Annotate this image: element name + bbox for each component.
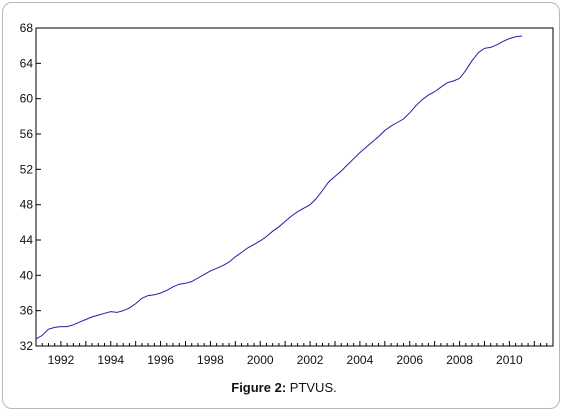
x-tick-label: 1996	[147, 353, 174, 367]
y-tick-label: 32	[20, 339, 34, 353]
plot-area	[35, 27, 554, 347]
series-line	[35, 35, 522, 340]
y-tick-label: 56	[20, 127, 34, 141]
figure-caption: Figure 2: PTVUS.	[0, 380, 568, 395]
x-tick-label: 1998	[197, 353, 224, 367]
y-tick-label: 52	[20, 162, 34, 176]
caption-text: PTVUS.	[286, 380, 337, 395]
x-tick-label: 1994	[97, 353, 124, 367]
figure-frame	[2, 2, 560, 409]
y-tick-label: 40	[20, 268, 34, 282]
y-tick-label: 36	[20, 304, 34, 318]
x-tick-label: 2006	[396, 353, 423, 367]
x-axis-ticks: 1992 1994 1996 1998 2000 2002 2004 2006 2008 2010	[35, 341, 554, 367]
x-tick-label: 2010	[496, 353, 523, 367]
x-tick-label: 2002	[297, 353, 324, 367]
y-tick-label: 68	[20, 21, 34, 35]
y-tick-label: 48	[20, 198, 34, 212]
x-tick-label: 2004	[347, 353, 374, 367]
x-tick-label: 2008	[446, 353, 473, 367]
x-tick-label: 1992	[48, 353, 75, 367]
caption-label: Figure 2:	[231, 380, 287, 395]
y-axis-ticks: 32 36 40 44 48 52 56 60 64 68	[20, 21, 41, 353]
x-tick-label: 2000	[247, 353, 274, 367]
y-tick-label: 64	[20, 56, 34, 70]
y-tick-label: 44	[20, 233, 34, 247]
y-tick-label: 60	[20, 92, 34, 106]
